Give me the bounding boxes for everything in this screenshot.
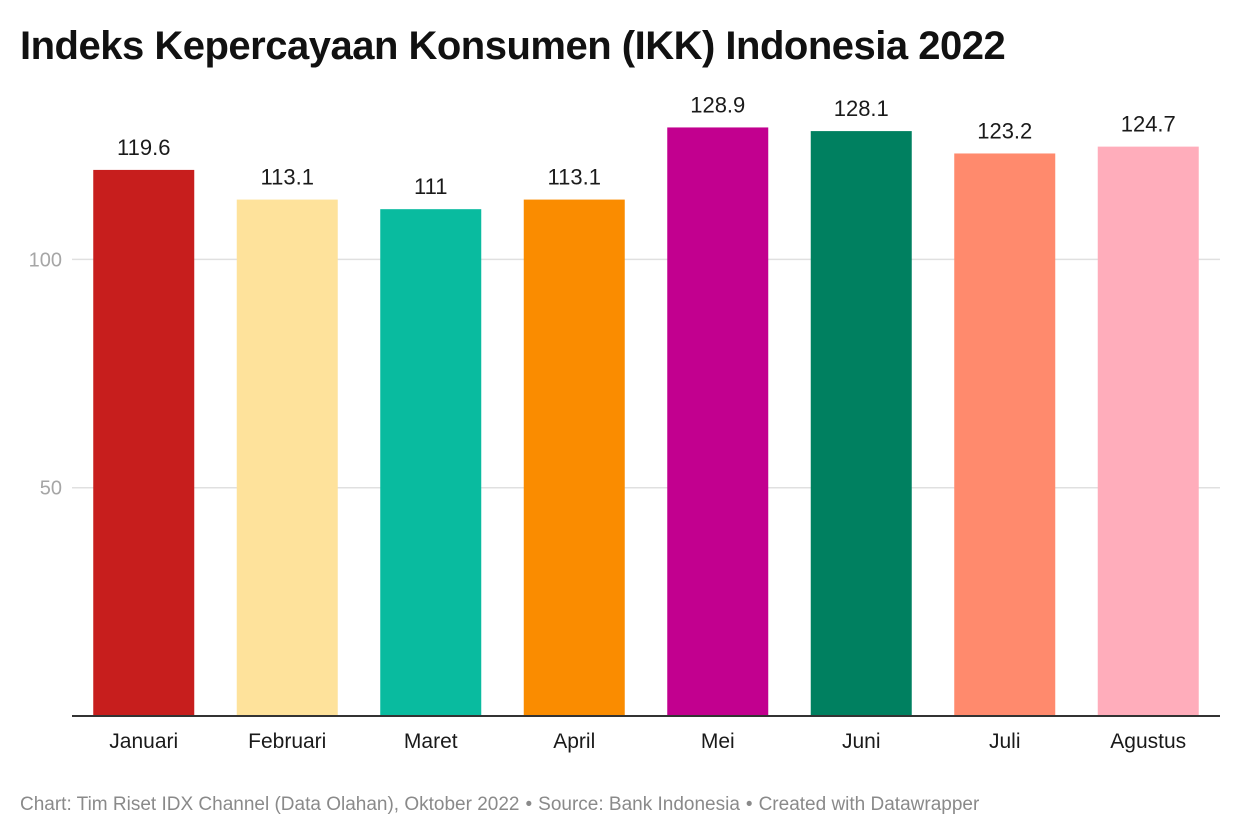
x-tick-label: Maret: [404, 730, 458, 753]
bar-value-label: 113.1: [261, 165, 314, 190]
y-tick-label: 50: [40, 478, 62, 500]
y-axis-tick-labels: 50 100: [29, 249, 62, 499]
y-tick-label: 100: [29, 249, 62, 271]
footer-created-with: Created with Datawrapper: [758, 794, 980, 815]
bar: [954, 153, 1056, 716]
footer-source: Source: Bank Indonesia: [538, 794, 740, 815]
bar: [93, 169, 195, 717]
chart-footer: Chart: Tim Riset IDX Channel (Data Olaha…: [20, 794, 979, 816]
footer-separator: •: [745, 794, 753, 815]
bar-value-label: 128.9: [690, 92, 745, 117]
bar-value-label: 123.2: [977, 118, 1032, 143]
bar: [810, 131, 912, 716]
value-labels: 119.6 113.1 111 113.1 128.9 128.1 123.2 124.7: [117, 92, 1176, 199]
x-tick-label: April: [553, 730, 595, 753]
x-tick-label: Januari: [109, 730, 178, 753]
bar-value-label: 119.6: [117, 135, 170, 160]
bar: [523, 199, 625, 717]
bar-value-label: 113.1: [548, 165, 601, 190]
x-tick-label: Juni: [842, 730, 881, 753]
x-tick-label: Agustus: [1110, 730, 1186, 753]
x-axis-tick-labels: Januari Februari Maret April Mei Juni Juli Agus…: [109, 730, 1186, 753]
bar-value-label: 128.1: [834, 96, 889, 121]
x-tick-label: Februari: [248, 730, 326, 753]
x-tick-label: Mei: [701, 730, 735, 753]
footer-separator: •: [525, 794, 533, 815]
bar-value-label: 111: [414, 174, 447, 199]
bars: [93, 127, 1199, 717]
bar-value-label: 124.7: [1121, 112, 1176, 137]
chart-title: Indeks Kepercayaan Konsumen (IKK) Indone…: [20, 24, 1006, 68]
bar: [667, 127, 769, 716]
x-tick-label: Juli: [989, 730, 1021, 753]
bar: [380, 209, 482, 716]
footer-credit: Chart: Tim Riset IDX Channel (Data Olaha…: [20, 794, 520, 815]
bar: [1097, 146, 1199, 716]
bar: [236, 199, 338, 717]
